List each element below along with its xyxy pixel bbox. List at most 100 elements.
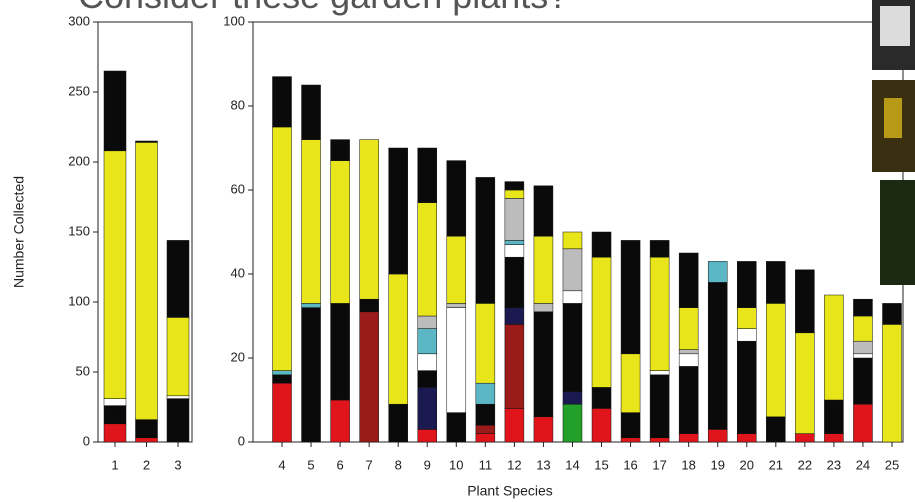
x-tick-label: 21 — [769, 457, 783, 472]
x-tick-label: 18 — [681, 457, 695, 472]
bar-segment — [737, 434, 756, 442]
y-tick-label: 50 — [76, 363, 90, 378]
bar-segment — [737, 329, 756, 342]
bar-segment — [853, 404, 872, 442]
bar-segment — [824, 434, 843, 442]
bar-segment — [331, 161, 350, 304]
x-tick-label: 20 — [740, 457, 754, 472]
bar-segment — [476, 434, 495, 442]
bar-segment — [418, 429, 437, 442]
x-tick-label: 13 — [536, 457, 550, 472]
y-tick-label: 40 — [231, 265, 245, 280]
x-tick-label: 11 — [479, 457, 493, 472]
bar-segment — [650, 257, 669, 370]
bar-segment — [853, 358, 872, 404]
bar-segment — [621, 240, 640, 353]
bar-segment — [447, 308, 466, 413]
bar-segment — [505, 240, 524, 244]
x-tick-label: 1 — [111, 457, 118, 472]
x-tick-label: 23 — [827, 457, 841, 472]
slide-title: Consider these garden plants? — [78, 0, 568, 16]
bar-segment — [331, 140, 350, 161]
x-tick-label: 7 — [366, 457, 373, 472]
bar-segment — [447, 303, 466, 307]
bar-segment — [795, 333, 814, 434]
bar-segment — [360, 140, 379, 300]
bar-segment — [389, 274, 408, 404]
bar-segment — [167, 240, 189, 317]
y-tick-label: 0 — [83, 433, 90, 448]
bar-segment — [563, 392, 582, 405]
bar-segment — [505, 324, 524, 408]
bar-segment — [824, 400, 843, 434]
bar-segment — [418, 354, 437, 371]
bar-segment — [563, 249, 582, 291]
bar-segment — [167, 399, 189, 442]
x-tick-label: 10 — [449, 457, 463, 472]
bar-segment — [136, 142, 158, 419]
bar-segment — [418, 329, 437, 354]
bar-segment — [534, 303, 553, 311]
bar-segment — [621, 438, 640, 442]
bar-segment — [418, 387, 437, 429]
bar-segment — [104, 151, 126, 399]
x-tick-label: 5 — [307, 457, 314, 472]
bar-segment — [737, 341, 756, 433]
bar-segment — [331, 303, 350, 400]
x-tick-label: 9 — [424, 457, 431, 472]
bar-segment — [476, 303, 495, 383]
x-tick-label: 17 — [652, 457, 666, 472]
x-tick-label: 2 — [143, 457, 150, 472]
bar-segment — [447, 413, 466, 442]
x-tick-label: 15 — [594, 457, 608, 472]
bar-segment — [273, 371, 292, 375]
bar-segment — [592, 387, 611, 408]
photo-flower — [880, 6, 910, 46]
bar-segment — [737, 261, 756, 307]
y-tick-label: 150 — [68, 223, 90, 238]
bar-segment — [592, 232, 611, 257]
x-tick-label: 25 — [885, 457, 899, 472]
bar-segment — [505, 245, 524, 258]
bar-segment — [505, 257, 524, 307]
y-tick-label: 200 — [68, 153, 90, 168]
bar-segment — [104, 424, 126, 442]
bar-segment — [418, 316, 437, 329]
x-tick-label: 22 — [798, 457, 812, 472]
bar-segment — [136, 420, 158, 438]
x-axis-label: Plant Species — [467, 483, 553, 499]
bar-segment — [104, 406, 126, 424]
y-axis-label: Number Collected — [11, 176, 27, 288]
bar-segment — [418, 203, 437, 316]
bar-segment — [505, 182, 524, 190]
bar-segment — [563, 232, 582, 249]
photo-flower — [884, 98, 902, 138]
bar-segment — [302, 303, 321, 307]
bar-segment — [447, 161, 466, 237]
bar-segment — [273, 127, 292, 371]
bar-segment — [331, 400, 350, 442]
bar-segment — [389, 148, 408, 274]
bar-segment — [853, 354, 872, 358]
bar-segment — [650, 240, 669, 257]
bar-segment — [476, 177, 495, 303]
bar-segment — [418, 371, 437, 388]
bar-segment — [737, 308, 756, 329]
bar-segment — [592, 408, 611, 442]
bar-segment — [853, 316, 872, 341]
bar-segment — [679, 354, 698, 367]
y-tick-label: 60 — [231, 181, 245, 196]
bar-segment — [650, 371, 669, 375]
bar-segment — [136, 438, 158, 442]
bar-segment — [505, 408, 524, 442]
bar-segment — [883, 324, 902, 442]
bar-segment — [302, 308, 321, 442]
bar-segment — [708, 261, 727, 282]
y-tick-label: 0 — [238, 433, 245, 448]
x-tick-label: 16 — [623, 457, 637, 472]
bar-segment — [389, 404, 408, 442]
bar-segment — [795, 434, 814, 442]
bar-segment — [167, 317, 189, 395]
bar-segment — [679, 434, 698, 442]
bar-segment — [360, 312, 379, 442]
